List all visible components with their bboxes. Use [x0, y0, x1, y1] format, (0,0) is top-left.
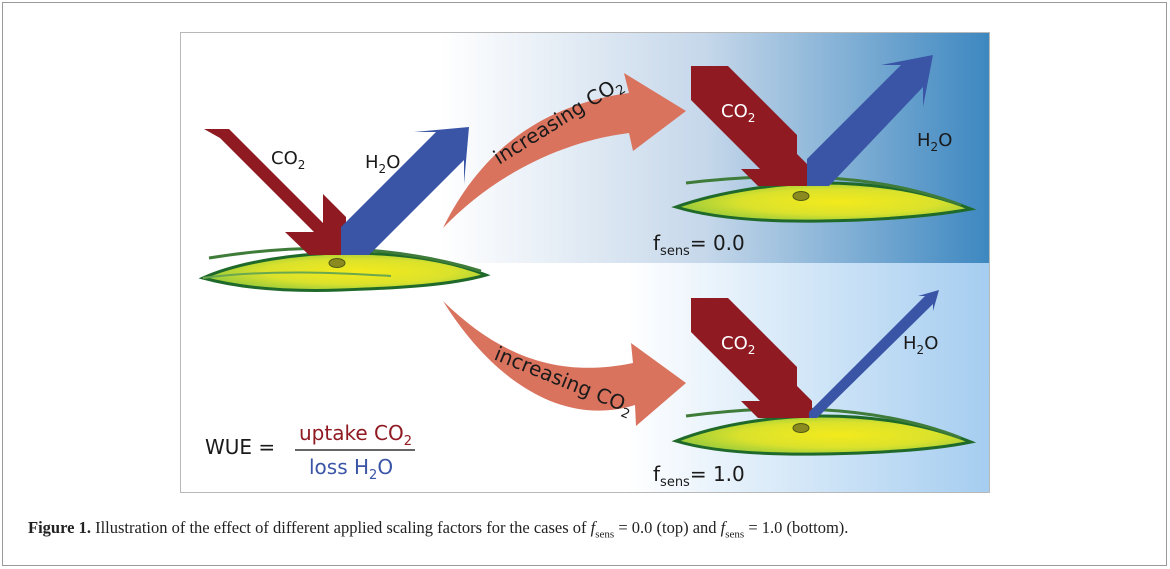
- caption-f-bottom: f: [720, 518, 726, 537]
- co2-label-bottom-right: CO2: [721, 333, 755, 357]
- caption-eq-top: = 0.0: [614, 518, 653, 537]
- caption-eq-bottom: = 1.0: [744, 518, 783, 537]
- caption-text-a: Illustration of the effect of different …: [90, 518, 591, 537]
- co2-label-top-right: CO2: [721, 101, 755, 125]
- illustration-panel: increasing CO2 increasing CO2 CO2 H2O: [180, 32, 990, 493]
- curved-arrow-bottom: [443, 301, 686, 426]
- caption-sens-bottom: sens: [725, 528, 745, 541]
- caption-f-top: f: [590, 518, 596, 537]
- wue-denominator: loss H2O: [309, 455, 393, 483]
- h2o-label-top-right: H2O: [917, 130, 952, 154]
- h2o-arrow-top-right: [807, 55, 933, 186]
- top-background: [181, 33, 989, 263]
- fsens-top-label: fsens= 0.0: [653, 231, 745, 259]
- leaf-left: [198, 246, 491, 292]
- co2-arrow-left: [204, 129, 346, 255]
- figure-caption: Figure 1. Illustration of the effect of …: [28, 518, 1148, 540]
- wue-lhs: WUE =: [205, 435, 275, 459]
- illustration-svg: increasing CO2 increasing CO2 CO2 H2O: [181, 33, 989, 492]
- wue-numerator: uptake CO2: [299, 421, 412, 449]
- caption-sens-top: sens: [595, 528, 615, 541]
- h2o-label-bottom-right: H2O: [903, 333, 938, 357]
- h2o-arrow-bottom-right: [809, 290, 939, 418]
- co2-arrow-top-right: [691, 66, 812, 186]
- caption-mid: (top) and: [652, 518, 721, 537]
- fsens-bottom-label: fsens= 1.0: [653, 462, 745, 490]
- co2-arrow-bottom-right: [691, 298, 812, 418]
- co2-label-left: CO2: [271, 148, 305, 172]
- caption-end: (bottom).: [782, 518, 849, 537]
- curved-arrow-top: [443, 73, 686, 228]
- caption-label: Figure 1.: [28, 518, 91, 537]
- wue-formula: WUE = uptake CO2 loss H2O: [205, 421, 415, 483]
- h2o-label-left: H2O: [365, 152, 400, 176]
- h2o-arrow-left: [341, 127, 469, 255]
